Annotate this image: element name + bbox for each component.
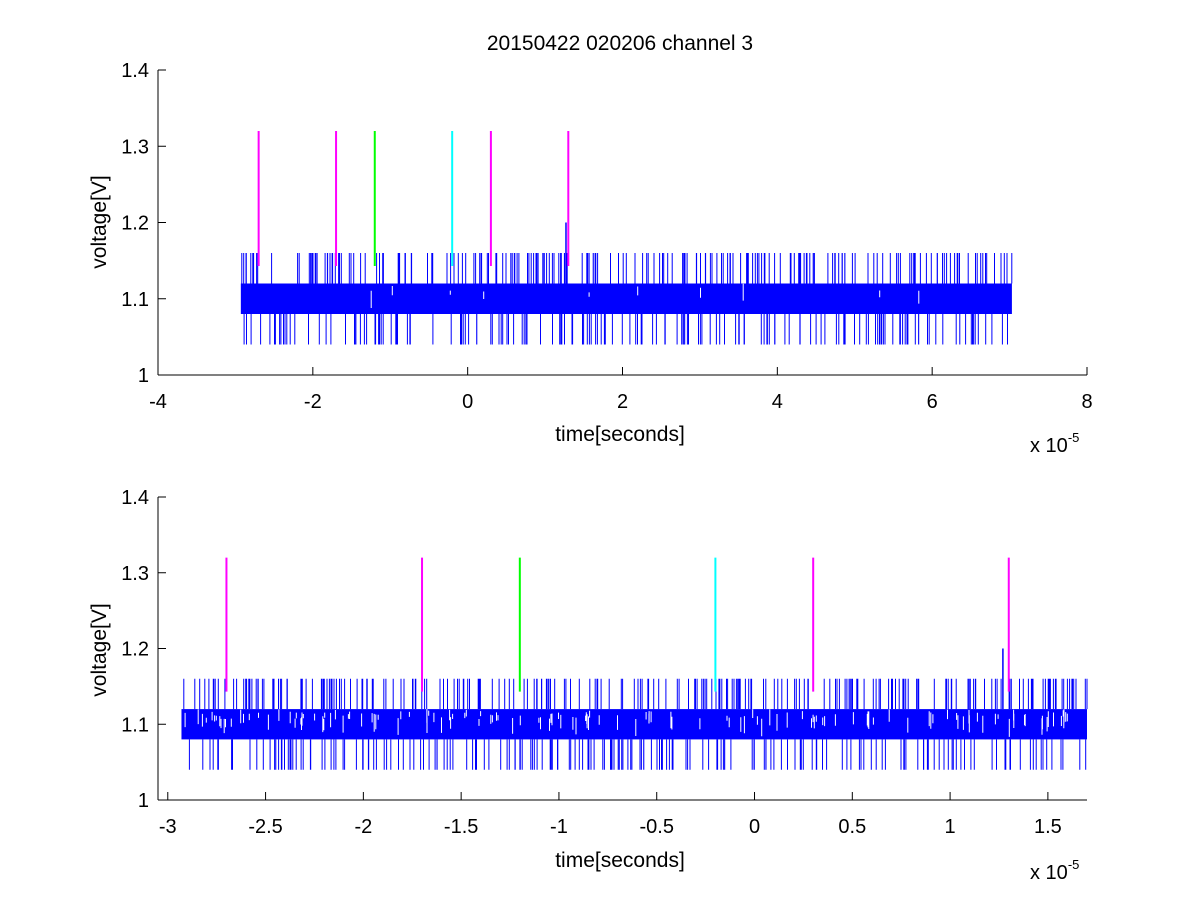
x-tick-label: 4 (772, 391, 783, 413)
y-tick-label: 1 (138, 365, 149, 387)
x-tick-label: 1 (945, 816, 956, 838)
x-tick-label: -2 (354, 816, 372, 838)
bottom-plot-markers (225, 557, 1010, 692)
x-tick-label: 2 (617, 391, 628, 413)
y-tick-label: 1.4 (121, 487, 149, 509)
signal-upper-spikes (183, 678, 1088, 710)
top-plot-ticks: -4 -2 0 2 4 6 8 1 1.1 1.2 1.3 1.4 (121, 60, 1092, 413)
x-tick-label: -4 (149, 391, 167, 413)
bottom-plot-y-axis-label: voltage[V] (88, 603, 111, 696)
x-tick-label: 0 (462, 391, 473, 413)
bottom-plot: -3 -2.5 -2 -1.5 -1 -0.5 0 0.5 1 1.511.11.21.31.4 … (88, 487, 1088, 884)
top-plot-signal (240, 222, 1013, 345)
x-tick-label: -1.5 (444, 816, 478, 838)
bottom-plot-signal (181, 648, 1088, 770)
top-plot-x-axis-label: time[seconds] (555, 423, 685, 446)
x-tick-label: 6 (927, 391, 938, 413)
y-tick-label: 1.3 (121, 563, 149, 585)
x-tick-label: 0 (749, 816, 760, 838)
y-tick-label: 1.3 (121, 136, 149, 158)
signal-trace-gaps (184, 709, 1068, 737)
x-tick-label: -2 (304, 391, 322, 413)
chart-title: 20150422 020206 channel 3 (487, 32, 753, 55)
signal-band (240, 283, 1012, 314)
x-tick-label: -3 (159, 816, 177, 838)
signal-lower-spikes (188, 739, 1087, 770)
top-plot-y-axis-label: voltage[V] (88, 175, 111, 268)
x-tick-label: 1.5 (1034, 816, 1062, 838)
x-tick-label: -1 (550, 816, 568, 838)
x-tick-label: 8 (1081, 391, 1092, 413)
top-plot-markers (257, 131, 570, 266)
bottom-plot-ticks: -3 -2.5 -2 -1.5 -1 -0.5 0 0.5 1 1.5 1 1.1 1.2 1.3 1.4 (121, 487, 1062, 838)
x-tick-label: -2.5 (248, 816, 282, 838)
y-tick-label: 1.2 (121, 213, 149, 235)
x-tick-label: -0.5 (639, 816, 673, 838)
top-plot: -4 -2 0 2 4 6 8 1 1.1 1.2 1.3 1.4 time[seconds] vol… (88, 60, 1093, 457)
signal-upper-spikes (241, 253, 1013, 284)
signal-lower-spikes (243, 314, 1008, 345)
y-tick-label: 1.4 (121, 60, 149, 82)
y-tick-label: 1 (138, 790, 149, 812)
y-tick-label: 1.1 (121, 714, 149, 736)
bottom-plot-x-multiplier: x 10-5 (1030, 857, 1079, 884)
y-tick-label: 1.1 (121, 289, 149, 311)
y-tick-label: 1.2 (121, 639, 149, 661)
signal-trace-gaps (370, 283, 920, 308)
x-tick-label: 0.5 (838, 816, 866, 838)
signal-band (181, 709, 1087, 740)
top-plot-x-multiplier: x 10-5 (1030, 430, 1079, 457)
bottom-plot-x-axis-label: time[seconds] (555, 849, 685, 872)
